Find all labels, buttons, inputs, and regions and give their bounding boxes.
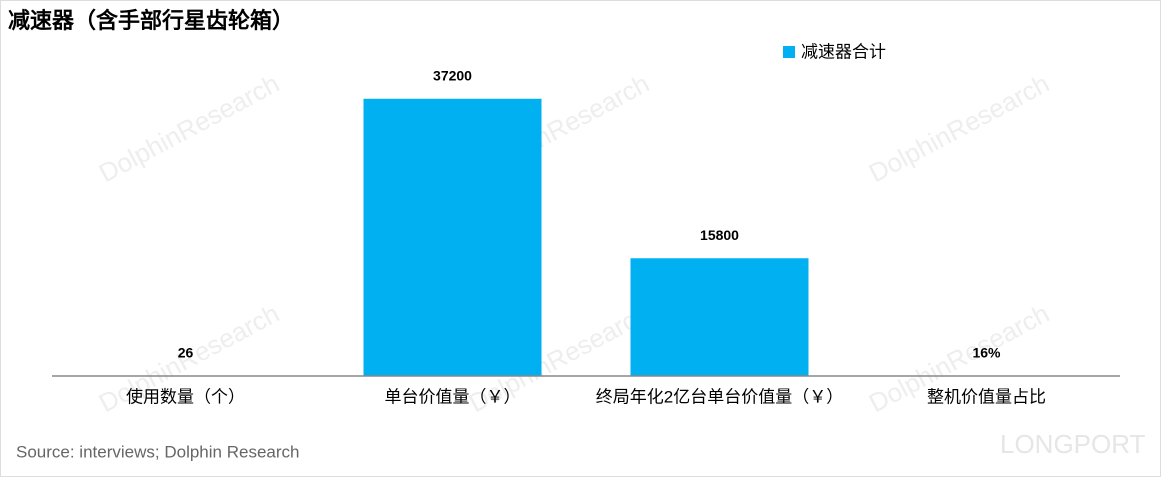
legend-swatch (783, 46, 795, 58)
x-tick-label: 使用数量（个） (126, 386, 245, 406)
legend-label: 减速器合计 (801, 42, 886, 61)
source: Source: interviews; Dolphin Research (16, 442, 299, 461)
x-tick-label: 单台价值量（￥） (385, 387, 521, 406)
bar (363, 98, 542, 377)
watermark: LONGPORT (1000, 429, 1146, 459)
x-tick-label: 整机价值量占比 (927, 387, 1046, 406)
data-label: 16% (972, 345, 1001, 361)
data-label: 26 (178, 345, 194, 361)
data-label: 15800 (700, 227, 739, 243)
chart-title: 减速器（含手部行星齿轮箱） (8, 8, 294, 33)
bar (630, 258, 809, 376)
x-tick-label: 终局年化2亿台单台价值量（￥） (596, 387, 843, 406)
data-label: 37200 (433, 67, 472, 83)
